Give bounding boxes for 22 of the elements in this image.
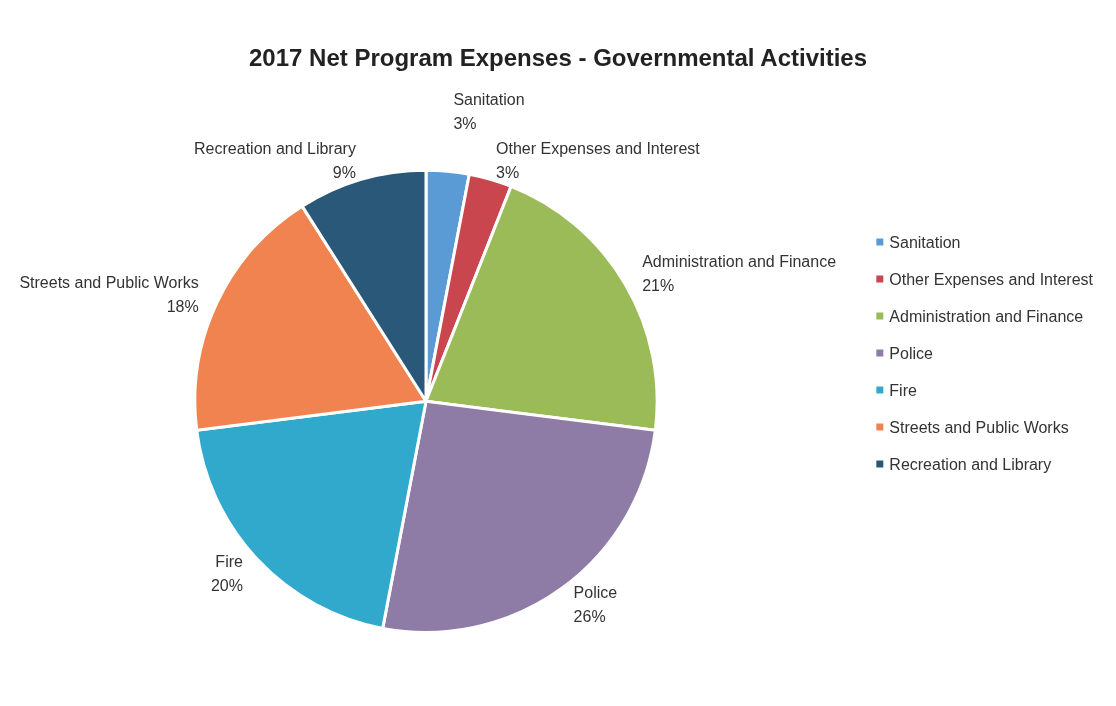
slice-label: Other Expenses and Interest: [496, 139, 701, 157]
slice-label: Police: [573, 583, 618, 601]
data-label: 26%: [573, 607, 606, 625]
legend-label: Administration and Finance: [889, 307, 1084, 325]
slice-label: Sanitation: [453, 90, 525, 108]
data-label: 18%: [166, 297, 199, 315]
legend-label: Fire: [889, 381, 917, 399]
slice-label: Administration and Finance: [642, 252, 837, 270]
legend-label: Police: [889, 344, 934, 362]
legend-label: Sanitation: [889, 233, 961, 251]
data-label: 3%: [453, 114, 477, 132]
legend-label: Recreation and Library: [889, 455, 1052, 473]
legend-label: Streets and Public Works: [889, 418, 1069, 436]
chart-title: 2017 Net Program Expenses - Governmental Activities: [248, 43, 868, 71]
legend-label: Other Expenses and Interest: [889, 270, 1094, 288]
slice-label: Fire: [215, 552, 244, 570]
data-label: 20%: [210, 576, 243, 594]
slice-label: Recreation and Library: [194, 139, 356, 157]
slice-label: Streets and Public Works: [19, 273, 199, 291]
data-label: 3%: [496, 163, 520, 181]
data-label: 21%: [642, 276, 675, 294]
data-label: 9%: [332, 163, 356, 181]
